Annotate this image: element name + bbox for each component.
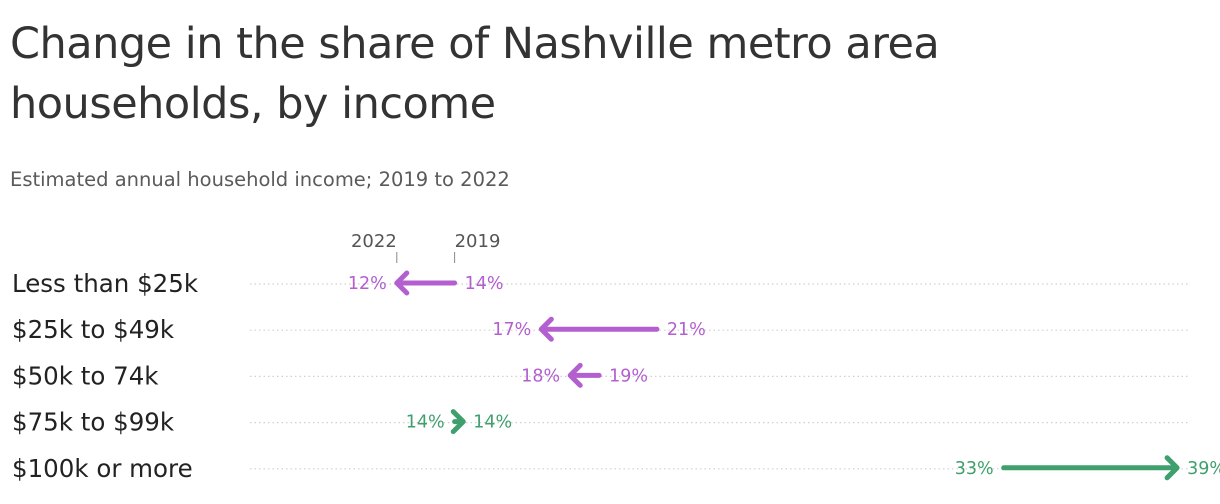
category-label: Less than $25k <box>12 269 199 298</box>
arrow-head <box>450 409 466 435</box>
value-label-2019: 19% <box>609 366 648 386</box>
value-label-2019: 33% <box>955 459 994 479</box>
category-label: $75k to $99k <box>12 408 175 437</box>
chart-subtitle: Estimated annual household income; 2019 … <box>10 168 510 191</box>
arrow-head <box>1164 455 1180 481</box>
year-label-2019: 2019 <box>455 231 501 252</box>
value-label-2022: 18% <box>521 366 560 386</box>
value-label-2022: 12% <box>348 274 387 294</box>
value-label-2022: 39% <box>1187 459 1220 479</box>
category-label: $50k to 74k <box>12 361 159 390</box>
value-label-2022: 17% <box>492 320 531 340</box>
arrow-head <box>538 316 554 342</box>
arrow-head <box>394 270 410 296</box>
value-label-2022: 14% <box>473 413 512 433</box>
value-label-2019: 14% <box>465 274 504 294</box>
value-label-2019: 14% <box>406 413 445 433</box>
value-label-2019: 21% <box>667 320 706 340</box>
year-label-2022: 2022 <box>351 231 397 252</box>
category-label: $25k to $49k <box>12 315 175 344</box>
arrow-head <box>567 362 583 388</box>
chart-title: Change in the share of Nashville metro a… <box>10 19 940 129</box>
category-label: $100k or more <box>12 454 193 483</box>
